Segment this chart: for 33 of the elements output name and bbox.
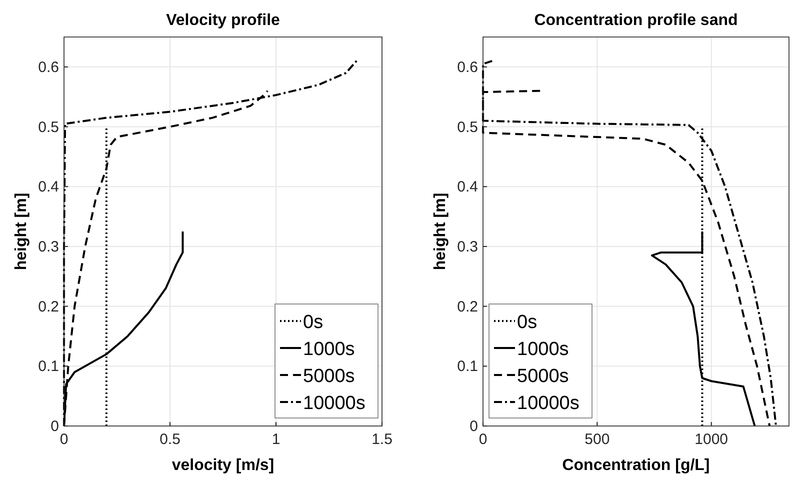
y-tick-label: 0.4 [38, 178, 59, 196]
x-axis-title: velocity [m/s] [172, 457, 274, 474]
legend-label: 1000s [303, 339, 355, 360]
y-tick-label: 0.6 [457, 58, 478, 76]
y-tick-label: 0 [50, 418, 59, 435]
x-tick-label: 1.5 [372, 431, 392, 448]
legend-label: 5000s [303, 366, 355, 387]
legend-label: 10000s [303, 393, 366, 414]
y-tick-label: 0 [470, 418, 478, 435]
y-tick-label: 0.4 [457, 178, 478, 196]
legend-label: 0s [303, 312, 324, 333]
x-tick-label: 500 [584, 431, 610, 448]
x-tick-label: 0.5 [160, 431, 180, 448]
x-axis-title: Concentration [g/L] [562, 457, 710, 474]
chart-title: Concentration profile sand [534, 12, 738, 29]
y-tick-label: 0.2 [38, 298, 59, 316]
y-axis-title: height [m] [13, 192, 30, 270]
y-tick-label: 0.5 [38, 118, 59, 136]
y-tick-label: 0.3 [38, 238, 59, 256]
y-tick-label: 0.1 [457, 358, 478, 376]
x-tick-label: 1 [272, 431, 280, 448]
legend-label: 1000s [517, 339, 569, 360]
legend-label: 5000s [517, 366, 569, 387]
legend-label: 0s [517, 312, 538, 333]
y-tick-label: 0.6 [38, 58, 59, 76]
y-axis-title: height [m] [432, 192, 449, 270]
y-tick-label: 0.5 [457, 118, 478, 136]
legend-label: 10000s [517, 393, 580, 414]
y-tick-label: 0.1 [38, 358, 59, 376]
x-tick-label: 1000 [694, 431, 728, 448]
y-tick-label: 0.3 [457, 238, 478, 256]
y-tick-label: 0.2 [457, 298, 478, 316]
chart-title: Velocity profile [166, 12, 280, 29]
